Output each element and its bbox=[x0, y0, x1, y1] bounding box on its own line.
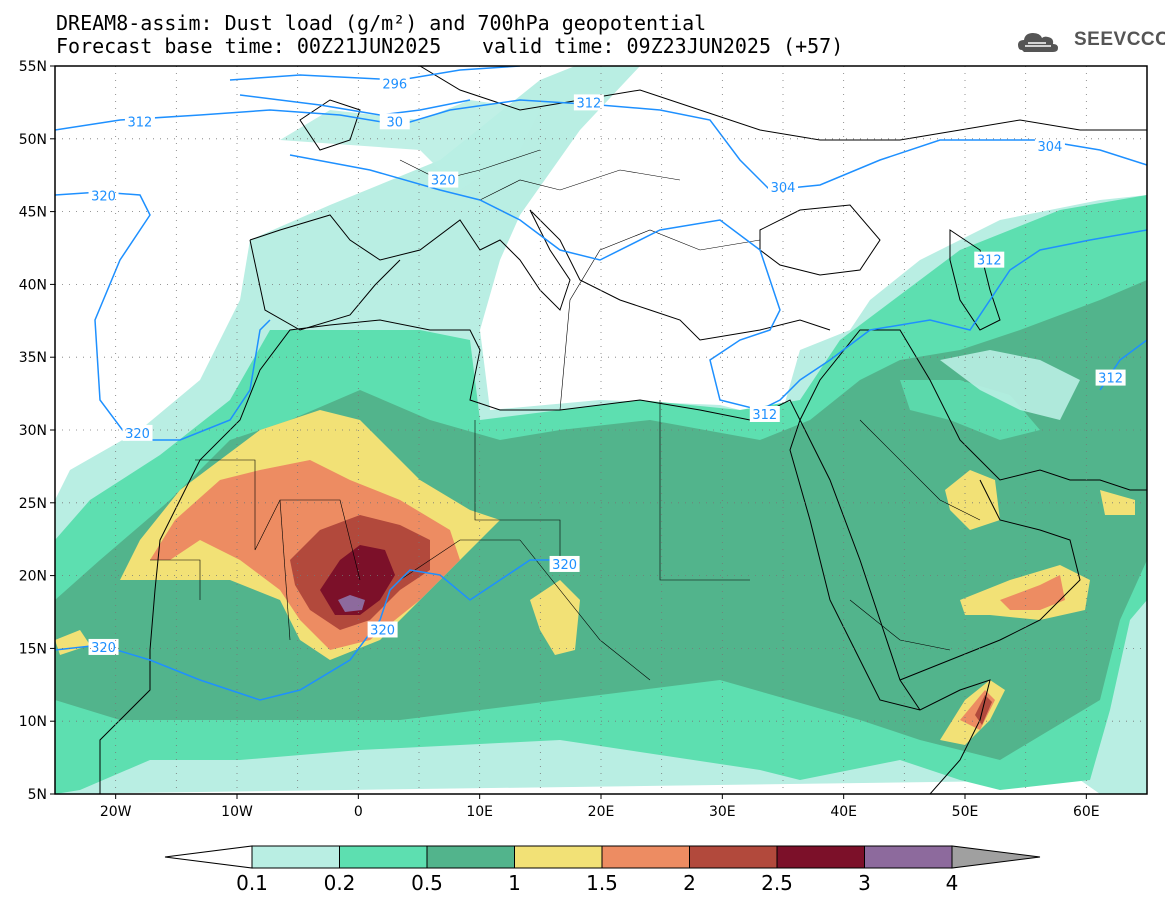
lon-label: 20E bbox=[588, 804, 615, 820]
contour-label: 320 bbox=[428, 171, 459, 189]
lat-lon-grid bbox=[55, 66, 1147, 794]
legend-label: 4 bbox=[946, 871, 959, 895]
contour-label: 320 bbox=[367, 621, 398, 638]
legend-label: 0.1 bbox=[236, 871, 268, 895]
dust-band-2-5 bbox=[320, 545, 395, 615]
contour-label: 320 bbox=[88, 638, 119, 656]
black-sea bbox=[759, 204, 881, 276]
svg-text:304: 304 bbox=[1038, 140, 1063, 155]
svg-text:320: 320 bbox=[370, 623, 395, 638]
lat-label: 30N bbox=[19, 423, 47, 439]
lat-label: 5N bbox=[28, 787, 47, 803]
british-isles bbox=[299, 99, 361, 151]
longitude-labels: 20W 10W 0 10E 20E 30E 40E 50E 60E bbox=[100, 794, 1100, 820]
contour-label: 312 bbox=[749, 405, 780, 423]
svg-text:312: 312 bbox=[128, 115, 153, 130]
arabia-south-coast bbox=[899, 479, 1081, 681]
country-borders bbox=[150, 149, 981, 681]
svg-text:304: 304 bbox=[771, 181, 796, 196]
contour-320-south bbox=[55, 559, 581, 701]
iberia-coast bbox=[249, 239, 401, 331]
svg-text:320: 320 bbox=[91, 190, 116, 205]
contour-label: 320 bbox=[88, 187, 119, 205]
contour-label: 312 bbox=[124, 113, 155, 130]
svg-text:30: 30 bbox=[386, 115, 403, 130]
legend-arrow-low bbox=[164, 845, 253, 869]
lon-label: 20W bbox=[100, 804, 132, 820]
legend-swatch bbox=[689, 845, 778, 869]
legend-swatch bbox=[514, 845, 603, 869]
contour-label: 312 bbox=[573, 94, 604, 111]
lon-label: 10E bbox=[466, 804, 493, 820]
legend-label: 2 bbox=[683, 871, 696, 895]
legend-swatch bbox=[426, 845, 515, 869]
legend-swatch bbox=[339, 845, 428, 869]
lon-label: 50E bbox=[952, 804, 979, 820]
legend-label: 1.5 bbox=[586, 871, 618, 895]
lat-label: 55N bbox=[19, 59, 47, 75]
legend-swatch bbox=[251, 845, 340, 869]
contour-320-north bbox=[289, 154, 1147, 411]
lon-label: 10W bbox=[221, 804, 253, 820]
contour-label: 312 bbox=[1095, 369, 1126, 387]
red-sea-coast bbox=[799, 419, 921, 711]
valid-time: valid time: 09Z23JUN2025 (+57) bbox=[482, 34, 844, 58]
map-title: DREAM8-assim: Dust load (g/m²) and 700hP… bbox=[56, 11, 707, 35]
contour-label: 320 bbox=[549, 555, 580, 573]
legend-swatch bbox=[864, 845, 953, 869]
svg-text:320: 320 bbox=[91, 641, 116, 656]
contour-label: 312 bbox=[974, 251, 1005, 269]
arabia-coast bbox=[799, 329, 1147, 491]
forecast-base-time: Forecast base time: 00Z21JUN2025 bbox=[56, 34, 442, 58]
europe-coast bbox=[249, 209, 831, 341]
lat-label: 50N bbox=[19, 132, 47, 148]
svg-text:296: 296 bbox=[382, 77, 407, 92]
legend-swatch bbox=[776, 845, 865, 869]
lat-label: 20N bbox=[19, 569, 47, 585]
africa-coast bbox=[99, 319, 991, 794]
contour-312-west bbox=[55, 99, 1147, 191]
svg-text:320: 320 bbox=[552, 558, 577, 573]
legend-label: 3 bbox=[858, 871, 871, 895]
contour-label: 30 bbox=[379, 113, 410, 130]
contour-label: 296 bbox=[379, 75, 410, 92]
lat-label: 45N bbox=[19, 205, 47, 221]
legend-label: 1 bbox=[508, 871, 521, 895]
lat-label: 40N bbox=[19, 277, 47, 293]
contour-label: 320 bbox=[122, 424, 153, 442]
svg-text:320: 320 bbox=[125, 427, 150, 442]
legend-label: 2.5 bbox=[761, 871, 793, 895]
svg-text:312: 312 bbox=[752, 408, 777, 423]
latitude-labels: 55N 50N 45N 40N 35N 30N 25N 20N 15N 10N 5N bbox=[19, 59, 55, 803]
lon-label: 30E bbox=[709, 804, 736, 820]
legend-swatch bbox=[601, 845, 690, 869]
lat-label: 10N bbox=[19, 714, 47, 730]
lat-label: 15N bbox=[19, 641, 47, 657]
contour-label: 304 bbox=[768, 178, 798, 196]
svg-text:320: 320 bbox=[431, 174, 456, 189]
lon-label: 60E bbox=[1073, 804, 1100, 820]
contour-320-atlantic bbox=[55, 191, 271, 441]
svg-text:312: 312 bbox=[977, 254, 1002, 269]
svg-text:312: 312 bbox=[1098, 372, 1123, 387]
seevccc-logo bbox=[1018, 33, 1058, 52]
legend-label: 0.2 bbox=[324, 871, 356, 895]
contour-label: 304 bbox=[1034, 138, 1065, 155]
legend-label: 0.5 bbox=[411, 871, 443, 895]
lon-label: 0 bbox=[354, 804, 363, 820]
lon-label: 40E bbox=[830, 804, 857, 820]
color-legend: 0.1 0.2 0.5 1 1.5 2 2.5 3 4 bbox=[164, 845, 1041, 895]
lat-label: 25N bbox=[19, 496, 47, 512]
svg-text:312: 312 bbox=[576, 96, 601, 111]
logo-text: SEEVCCC bbox=[1074, 29, 1165, 50]
legend-arrow-high bbox=[951, 845, 1041, 869]
dust-band-3 bbox=[338, 595, 365, 612]
lat-label: 35N bbox=[19, 350, 47, 366]
contour-labels: 296 312 30 312 304 304 320 320 312 312 312 320 320 32… bbox=[88, 75, 1126, 656]
northern-europe bbox=[419, 66, 1147, 141]
